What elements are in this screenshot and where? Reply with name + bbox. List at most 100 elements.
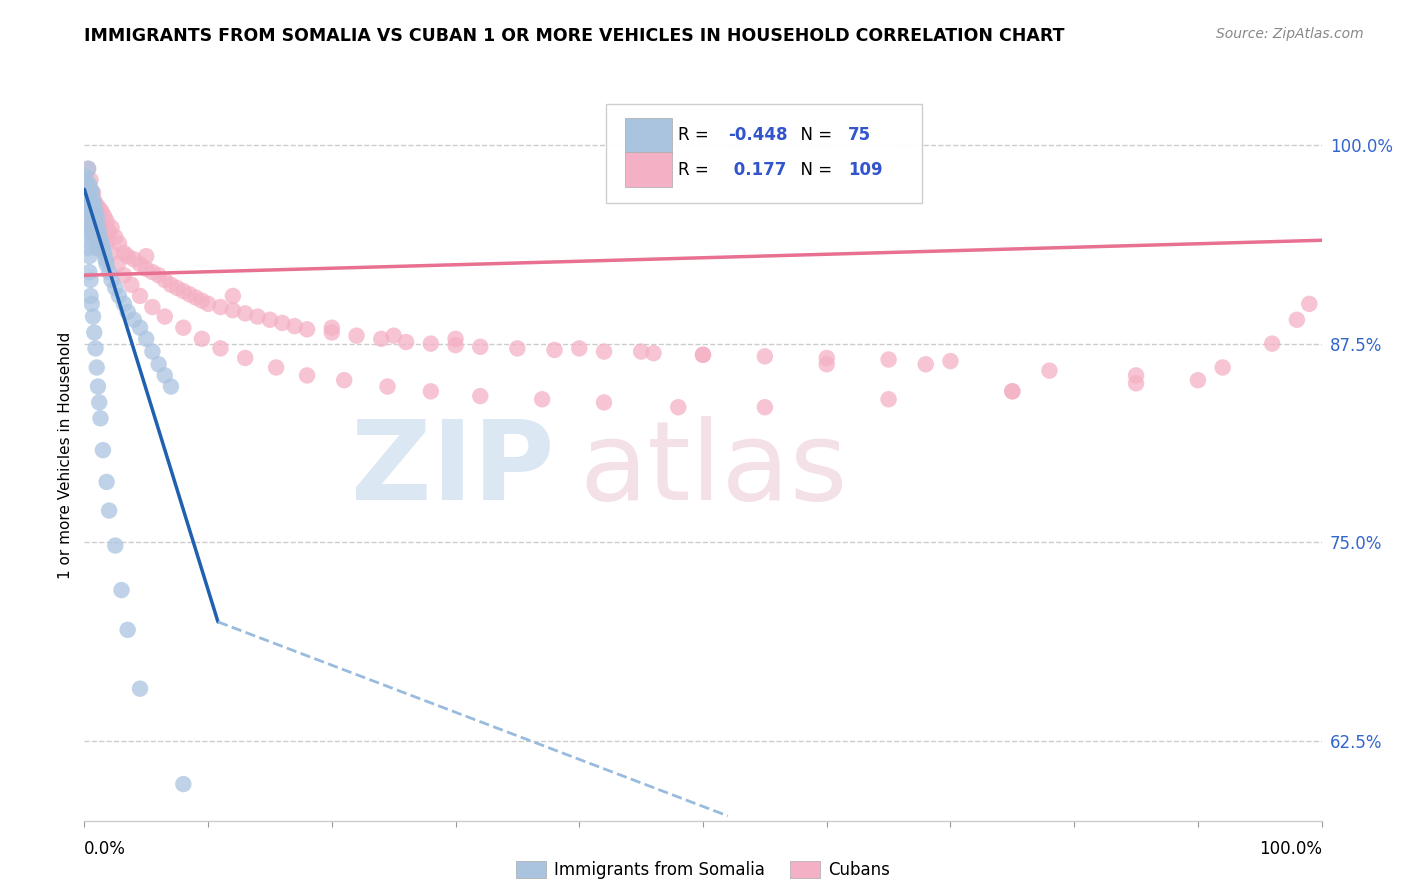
Point <box>82 310 104 324</box>
Point <box>444 338 467 352</box>
Point <box>89 241 111 255</box>
Point <box>120 277 142 292</box>
Point <box>89 233 111 247</box>
Point <box>90 204 112 219</box>
Point <box>1125 376 1147 391</box>
Point <box>222 289 245 303</box>
Point <box>1125 368 1147 383</box>
Point <box>117 305 139 319</box>
Point <box>98 265 121 279</box>
Point <box>815 357 838 371</box>
Point <box>77 188 100 202</box>
Point <box>82 194 104 208</box>
Point <box>83 198 105 212</box>
Point <box>209 342 232 356</box>
Point <box>129 320 152 334</box>
Point <box>80 186 103 200</box>
Point <box>91 220 114 235</box>
Point <box>630 344 652 359</box>
Point <box>86 198 108 212</box>
Point <box>470 389 492 403</box>
Point <box>80 297 103 311</box>
Point <box>1001 384 1024 399</box>
Point <box>79 289 101 303</box>
Text: 75: 75 <box>848 127 870 145</box>
Point <box>295 368 318 383</box>
Point <box>82 210 104 224</box>
Point <box>87 210 110 224</box>
Point <box>122 312 145 326</box>
Point <box>148 357 170 371</box>
Point <box>141 265 163 279</box>
Point <box>160 379 183 393</box>
Point <box>112 297 135 311</box>
Point <box>79 204 101 219</box>
Point <box>79 210 101 224</box>
Point <box>643 346 665 360</box>
Point <box>89 225 111 239</box>
Point <box>104 539 127 553</box>
Point <box>129 681 152 696</box>
Point <box>346 328 368 343</box>
Point <box>79 194 101 208</box>
Point <box>79 220 101 235</box>
Point <box>506 342 529 356</box>
Point <box>209 300 232 314</box>
Point <box>321 326 343 340</box>
Point <box>86 241 108 255</box>
Point <box>129 257 152 271</box>
Point <box>91 218 114 232</box>
Text: R =: R = <box>678 127 714 145</box>
Point <box>666 401 689 415</box>
Point <box>172 777 194 791</box>
Point <box>96 214 118 228</box>
Point <box>79 173 101 187</box>
Point <box>87 218 110 232</box>
Point <box>104 281 127 295</box>
Point <box>395 334 418 349</box>
Point <box>1285 312 1308 326</box>
Point <box>191 293 214 308</box>
Point <box>914 357 936 371</box>
Point <box>84 220 107 235</box>
Text: -0.448: -0.448 <box>728 127 787 145</box>
Point <box>1001 384 1024 399</box>
Point <box>593 344 616 359</box>
Point <box>79 265 101 279</box>
Point <box>110 583 132 598</box>
Point <box>1187 373 1209 387</box>
Legend: Immigrants from Somalia, Cubans: Immigrants from Somalia, Cubans <box>509 854 897 886</box>
Point <box>93 210 115 224</box>
Point <box>75 169 97 184</box>
Point <box>153 273 176 287</box>
Point <box>246 310 269 324</box>
Point <box>80 218 103 232</box>
Point <box>222 303 245 318</box>
Point <box>79 194 101 208</box>
Point <box>122 252 145 267</box>
Point <box>96 475 118 489</box>
Point <box>83 326 105 340</box>
Point <box>264 360 287 375</box>
Point <box>160 277 183 292</box>
Point <box>108 236 131 251</box>
Point <box>84 204 107 219</box>
Point <box>382 328 405 343</box>
Point <box>135 249 157 263</box>
Point <box>83 194 105 208</box>
Point <box>89 214 111 228</box>
Point <box>98 225 121 239</box>
Point <box>1212 360 1234 375</box>
Point <box>79 249 101 263</box>
Point <box>1298 297 1320 311</box>
Text: 109: 109 <box>848 161 883 178</box>
Point <box>333 373 356 387</box>
Point <box>76 186 98 200</box>
Point <box>100 246 122 260</box>
Point <box>79 273 101 287</box>
FancyBboxPatch shape <box>606 103 922 202</box>
Point <box>84 342 107 356</box>
Point <box>141 344 163 359</box>
Text: IMMIGRANTS FROM SOMALIA VS CUBAN 1 OR MORE VEHICLES IN HOUSEHOLD CORRELATION CHA: IMMIGRANTS FROM SOMALIA VS CUBAN 1 OR MO… <box>84 27 1064 45</box>
Point <box>593 395 616 409</box>
